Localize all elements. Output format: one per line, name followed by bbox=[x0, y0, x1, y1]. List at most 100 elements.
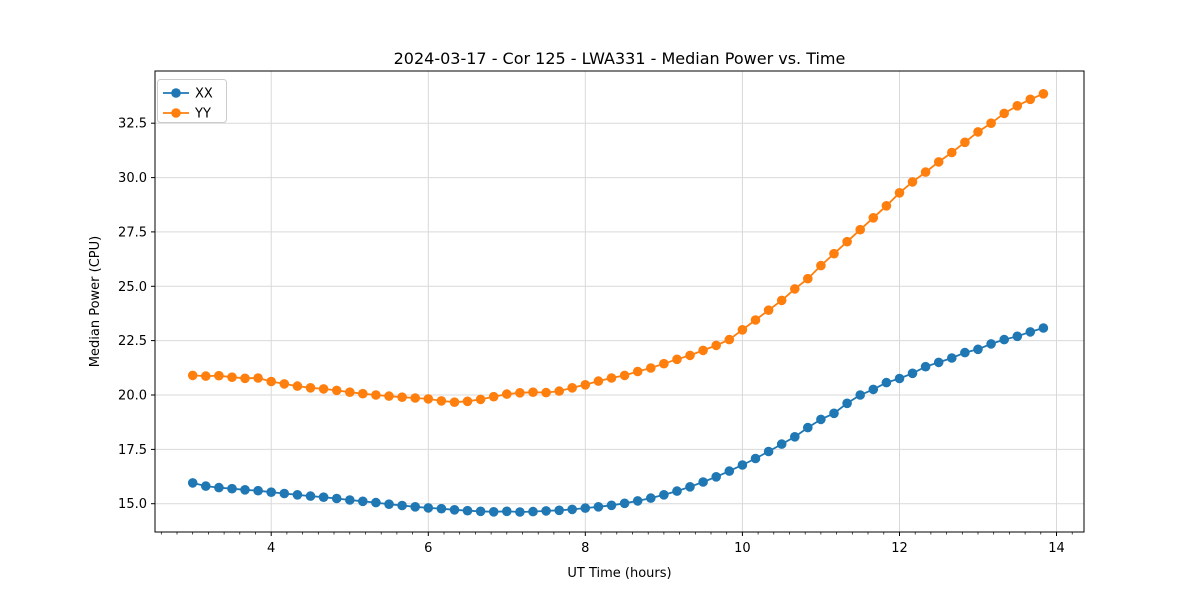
data-point-xx bbox=[240, 485, 250, 495]
data-point-xx bbox=[318, 492, 329, 503]
data-point-yy bbox=[305, 383, 316, 393]
data-point-yy bbox=[829, 248, 839, 259]
legend-marker-icon-xx bbox=[171, 88, 181, 98]
data-point-yy bbox=[292, 381, 303, 391]
data-point-yy bbox=[973, 127, 983, 137]
data-point-xx bbox=[266, 487, 277, 498]
data-point-yy bbox=[266, 376, 277, 387]
data-point-yy bbox=[318, 384, 329, 394]
data-point-xx bbox=[462, 505, 473, 516]
data-point-xx bbox=[554, 505, 564, 516]
data-point-xx bbox=[305, 491, 316, 501]
data-point-xx bbox=[672, 486, 682, 496]
data-point-xx bbox=[973, 344, 983, 355]
data-point-xx bbox=[187, 478, 198, 488]
data-point-xx bbox=[580, 503, 591, 513]
legend-item-yy: YY bbox=[163, 107, 211, 122]
data-point-xx bbox=[842, 398, 852, 409]
data-point-xx bbox=[646, 493, 656, 503]
data-point-xx bbox=[502, 506, 512, 517]
y-gridlines bbox=[155, 122, 1084, 505]
data-point-yy bbox=[632, 366, 643, 377]
y-tick-label: 30.0 bbox=[118, 171, 147, 186]
data-point-yy bbox=[187, 370, 198, 381]
data-point-yy bbox=[750, 315, 761, 325]
data-point-xx bbox=[868, 384, 879, 395]
data-point-xx bbox=[659, 490, 669, 500]
x-axis-label: UT Time (hours) bbox=[567, 566, 671, 581]
x-minor-ticks bbox=[160, 532, 1073, 535]
y-ticks bbox=[151, 122, 155, 505]
data-point-xx bbox=[907, 368, 918, 379]
x-tick-label: 4 bbox=[267, 541, 275, 556]
data-point-yy bbox=[345, 387, 355, 398]
data-point-yy bbox=[436, 396, 447, 406]
y-tick-labels: 15.0 17.5 20.0 22.5 25.0 27.5 30.0 32.5 bbox=[118, 117, 147, 513]
data-point-xx bbox=[423, 503, 434, 513]
data-point-yy bbox=[201, 371, 211, 381]
data-point-xx bbox=[488, 507, 499, 517]
data-point-yy bbox=[894, 188, 905, 198]
series-line-xx bbox=[192, 327, 1044, 513]
data-point-xx bbox=[685, 482, 695, 492]
data-point-yy bbox=[515, 388, 525, 398]
series-markers-xx bbox=[187, 323, 1049, 517]
data-point-yy bbox=[384, 391, 394, 401]
data-point-yy bbox=[868, 213, 879, 223]
data-point-xx bbox=[816, 414, 826, 425]
data-point-yy bbox=[567, 383, 577, 393]
data-point-yy bbox=[449, 397, 460, 408]
data-point-xx bbox=[201, 481, 211, 491]
data-point-xx bbox=[397, 500, 407, 511]
data-point-xx bbox=[829, 408, 839, 419]
legend-label-xx: XX bbox=[195, 87, 213, 102]
data-point-yy bbox=[881, 201, 892, 211]
y-tick-label: 15.0 bbox=[118, 497, 147, 512]
series-line-yy bbox=[192, 92, 1044, 404]
y-tick-label: 17.5 bbox=[118, 443, 147, 458]
data-point-xx bbox=[933, 357, 944, 368]
data-point-xx bbox=[947, 353, 957, 363]
series-markers-yy bbox=[187, 89, 1049, 408]
data-point-yy bbox=[933, 157, 944, 167]
data-point-xx bbox=[593, 502, 604, 512]
data-point-xx bbox=[449, 505, 460, 515]
data-point-xx bbox=[711, 472, 721, 482]
data-point-yy bbox=[1012, 101, 1023, 111]
data-point-yy bbox=[855, 224, 865, 235]
data-point-yy bbox=[619, 370, 630, 381]
series-xx bbox=[187, 323, 1049, 517]
data-point-yy bbox=[331, 385, 342, 396]
data-point-xx bbox=[986, 339, 996, 349]
data-point-xx bbox=[1038, 323, 1049, 333]
x-tick-label: 12 bbox=[891, 541, 908, 556]
data-point-yy bbox=[397, 392, 407, 403]
data-point-xx bbox=[855, 390, 865, 400]
data-point-xx bbox=[1025, 327, 1036, 337]
x-tick-label: 14 bbox=[1048, 541, 1065, 556]
legend-label-yy: YY bbox=[194, 107, 211, 122]
data-point-yy bbox=[711, 340, 721, 351]
data-point-yy bbox=[920, 167, 931, 177]
data-point-xx bbox=[619, 498, 630, 509]
data-point-yy bbox=[659, 358, 669, 369]
data-point-xx bbox=[358, 496, 368, 507]
data-point-yy bbox=[842, 236, 852, 247]
data-point-xx bbox=[724, 466, 735, 476]
data-point-xx bbox=[436, 503, 447, 514]
y-tick-label: 32.5 bbox=[118, 117, 147, 132]
plot-area: 4 6 8 10 12 14 15.0 17.5 20.0 22.5 25.0 27.5 30.0 32.… bbox=[118, 70, 1085, 556]
x-gridlines bbox=[270, 71, 1057, 532]
data-point-yy bbox=[790, 284, 800, 294]
data-point-yy bbox=[960, 137, 970, 148]
data-point-yy bbox=[685, 350, 695, 361]
legend: XX YY bbox=[157, 79, 227, 123]
data-point-xx bbox=[384, 499, 394, 510]
data-point-xx bbox=[737, 460, 748, 470]
x-tick-labels: 4 6 8 10 12 14 bbox=[267, 541, 1065, 556]
data-point-yy bbox=[672, 354, 682, 365]
data-point-xx bbox=[1012, 331, 1023, 342]
data-point-yy bbox=[462, 396, 473, 407]
data-point-yy bbox=[580, 380, 591, 390]
data-point-xx bbox=[632, 496, 643, 506]
